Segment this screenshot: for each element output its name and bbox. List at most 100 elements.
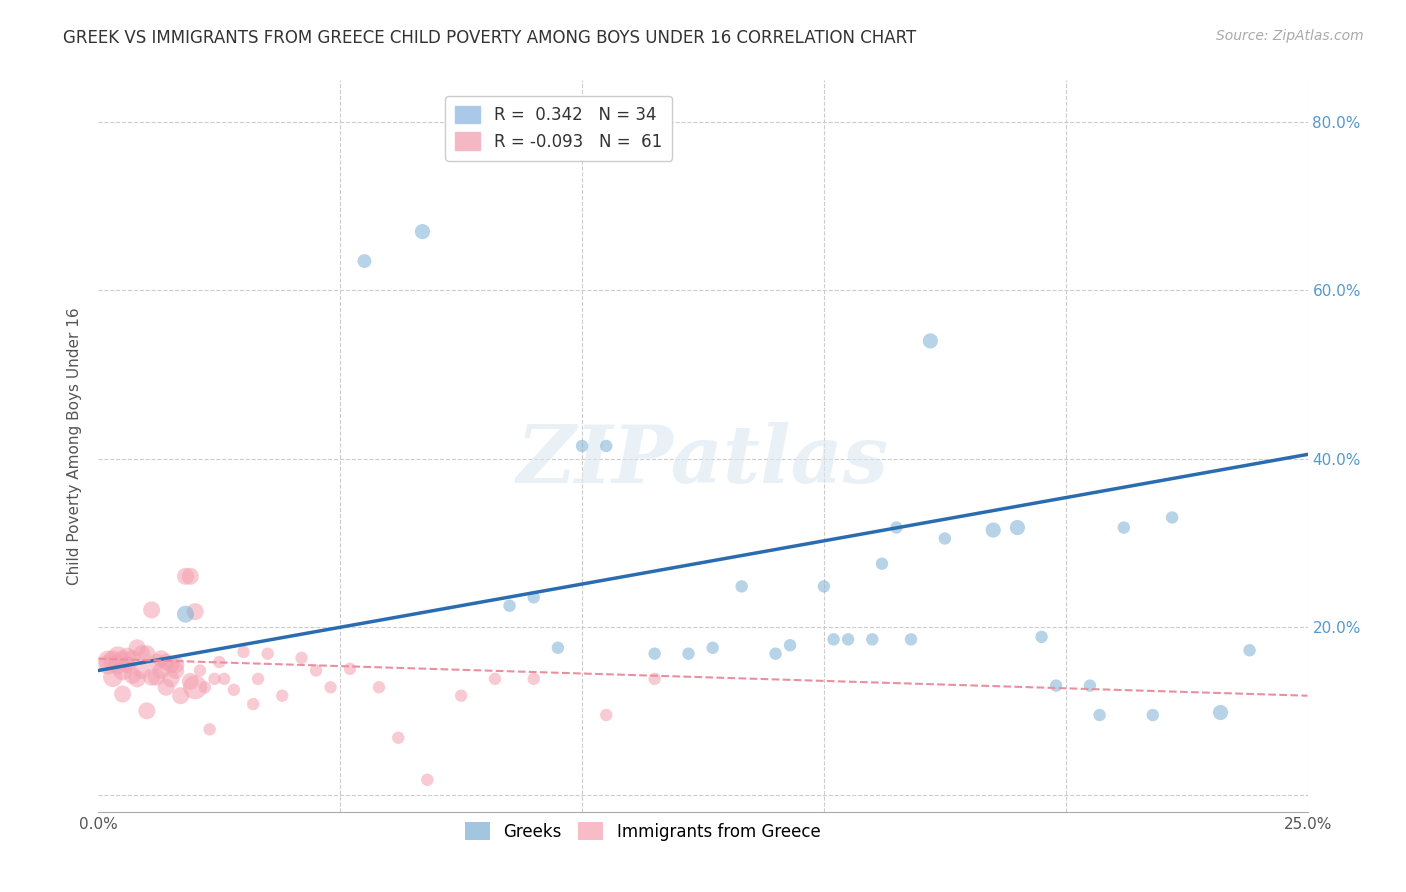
Point	[212, 672, 235, 686]
Point	[127, 640, 149, 655]
Point	[107, 649, 129, 664]
Point	[169, 689, 191, 703]
Point	[121, 651, 143, 665]
Point	[1112, 520, 1135, 534]
Point	[174, 569, 197, 583]
Point	[900, 632, 922, 647]
Point	[247, 672, 270, 686]
Point	[339, 662, 361, 676]
Point	[290, 651, 312, 665]
Point	[934, 532, 956, 546]
Point	[644, 672, 666, 686]
Point	[179, 674, 201, 689]
Point	[731, 579, 754, 593]
Point	[870, 557, 893, 571]
Point	[1007, 520, 1029, 534]
Point	[823, 632, 845, 647]
Point	[101, 670, 124, 684]
Point	[117, 649, 139, 664]
Text: GREEK VS IMMIGRANTS FROM GREECE CHILD POVERTY AMONG BOYS UNDER 16 CORRELATION CH: GREEK VS IMMIGRANTS FROM GREECE CHILD PO…	[63, 29, 917, 46]
Text: Source: ZipAtlas.com: Source: ZipAtlas.com	[1216, 29, 1364, 43]
Point	[101, 653, 124, 667]
Point	[208, 655, 231, 669]
Point	[571, 439, 593, 453]
Point	[644, 647, 666, 661]
Point	[595, 708, 617, 723]
Point	[411, 225, 433, 239]
Point	[198, 723, 221, 737]
Point	[165, 657, 187, 672]
Point	[498, 599, 520, 613]
Point	[1209, 706, 1232, 720]
Point	[107, 657, 129, 672]
Point	[131, 664, 153, 678]
Point	[271, 689, 294, 703]
Point	[256, 647, 278, 661]
Point	[305, 664, 328, 678]
Point	[121, 668, 143, 682]
Point	[1239, 643, 1261, 657]
Point	[981, 523, 1004, 537]
Point	[155, 655, 177, 669]
Point	[184, 681, 207, 695]
Point	[204, 672, 226, 686]
Point	[1045, 679, 1067, 693]
Point	[595, 439, 617, 453]
Point	[1161, 510, 1184, 524]
Point	[97, 653, 120, 667]
Point	[174, 607, 197, 622]
Point	[111, 653, 134, 667]
Point	[165, 664, 187, 678]
Point	[232, 645, 254, 659]
Point	[547, 640, 569, 655]
Point	[222, 682, 245, 697]
Point	[111, 664, 134, 678]
Point	[242, 697, 264, 711]
Point	[194, 681, 217, 695]
Point	[150, 664, 173, 678]
Point	[160, 672, 183, 686]
Point	[141, 670, 163, 684]
Legend: Greeks, Immigrants from Greece: Greeks, Immigrants from Greece	[458, 816, 827, 847]
Point	[837, 632, 859, 647]
Point	[160, 657, 183, 672]
Point	[702, 640, 724, 655]
Point	[179, 569, 201, 583]
Point	[319, 681, 342, 695]
Point	[1078, 679, 1101, 693]
Point	[678, 647, 700, 661]
Point	[145, 655, 167, 669]
Point	[131, 647, 153, 661]
Point	[523, 591, 546, 605]
Point	[765, 647, 787, 661]
Point	[127, 672, 149, 686]
Y-axis label: Child Poverty Among Boys Under 16: Child Poverty Among Boys Under 16	[67, 307, 83, 585]
Point	[1031, 630, 1053, 644]
Point	[368, 681, 391, 695]
Point	[779, 638, 801, 652]
Point	[141, 603, 163, 617]
Point	[135, 704, 157, 718]
Point	[188, 664, 211, 678]
Point	[484, 672, 506, 686]
Point	[886, 520, 908, 534]
Point	[117, 657, 139, 672]
Point	[111, 687, 134, 701]
Point	[145, 670, 167, 684]
Point	[135, 647, 157, 661]
Point	[450, 689, 472, 703]
Point	[1088, 708, 1111, 723]
Point	[353, 254, 375, 268]
Point	[1142, 708, 1164, 723]
Point	[150, 651, 173, 665]
Point	[920, 334, 942, 348]
Point	[813, 579, 835, 593]
Text: ZIPatlas: ZIPatlas	[517, 422, 889, 500]
Point	[97, 657, 120, 672]
Point	[387, 731, 409, 745]
Point	[523, 672, 546, 686]
Point	[416, 772, 439, 787]
Point	[860, 632, 883, 647]
Point	[155, 681, 177, 695]
Point	[184, 605, 207, 619]
